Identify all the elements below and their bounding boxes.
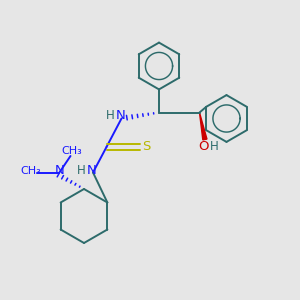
Text: H: H [106,109,115,122]
Text: H: H [77,164,86,177]
Text: N: N [116,109,125,122]
Text: O: O [199,140,209,153]
Text: CH₃: CH₃ [61,146,82,157]
Text: N: N [87,164,96,177]
Text: S: S [142,140,150,154]
Polygon shape [200,112,207,140]
Text: CH₃: CH₃ [20,166,41,176]
Text: H: H [210,140,219,153]
Text: N: N [55,164,64,177]
